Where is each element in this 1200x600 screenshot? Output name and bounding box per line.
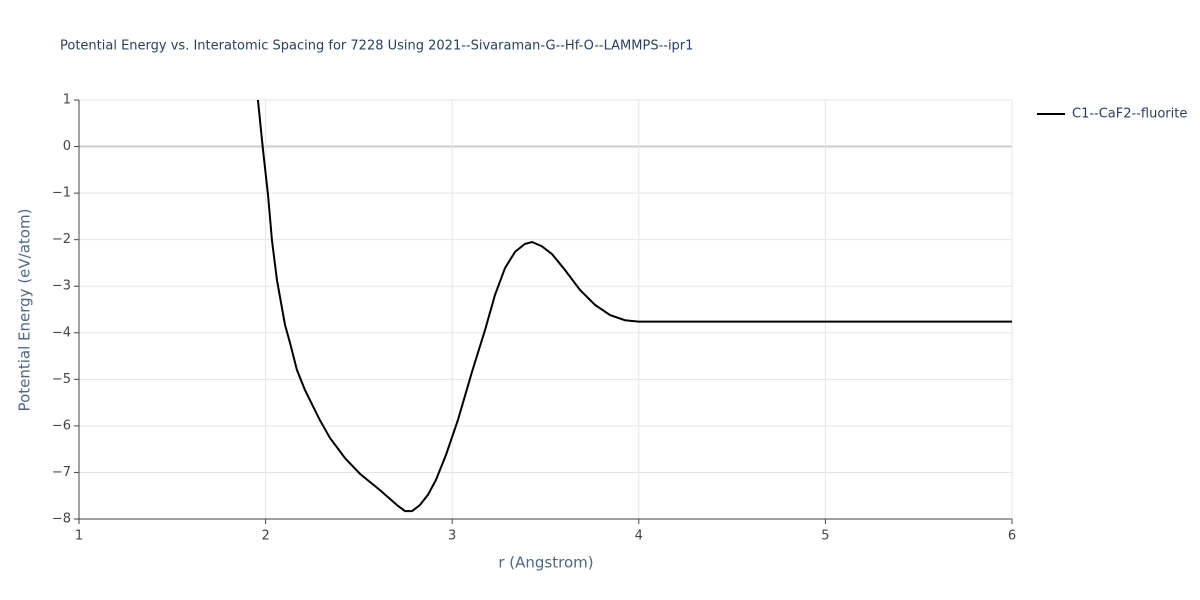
x-tick-label: 1: [75, 529, 83, 544]
y-tick-label: −4: [52, 325, 71, 340]
x-tick-label: 2: [261, 529, 269, 544]
x-tick-label: 3: [448, 529, 456, 544]
chart-title: Potential Energy vs. Interatomic Spacing…: [60, 39, 693, 54]
legend-label: C1--CaF2--fluorite: [1072, 107, 1187, 122]
y-tick-label: −1: [52, 186, 71, 201]
y-tick-label: 0: [63, 139, 71, 154]
x-axis-title: r (Angstrom): [498, 554, 593, 572]
y-axis-title: Potential Energy (eV/atom): [16, 209, 34, 412]
y-tick-label: 1: [63, 93, 71, 108]
y-tick-label: −6: [52, 418, 71, 433]
x-tick-label: 5: [821, 529, 829, 544]
x-tick-label: 4: [635, 529, 643, 544]
series-line: [256, 99, 1012, 513]
y-tick-label: −7: [52, 465, 71, 480]
y-tick-label: −5: [52, 372, 71, 387]
y-tick-label: −2: [52, 232, 71, 247]
x-tick-label: 6: [1008, 529, 1016, 544]
y-tick-label: −8: [52, 512, 71, 527]
y-tick-label: −3: [52, 279, 71, 294]
